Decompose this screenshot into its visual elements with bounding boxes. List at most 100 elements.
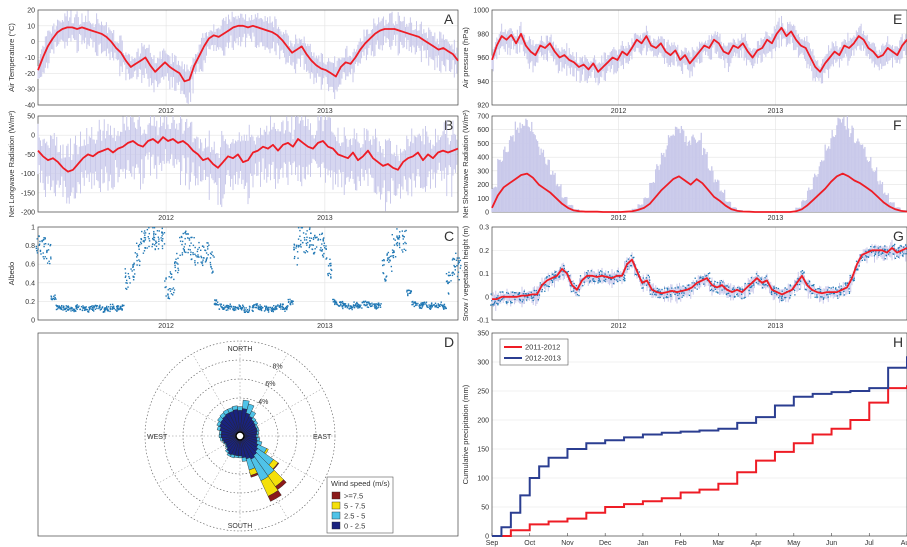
- scatter-point: [179, 240, 182, 242]
- scatter-point: [328, 272, 330, 275]
- scatter-point: [38, 243, 41, 245]
- scatter-point: [338, 305, 340, 307]
- scatter-point: [70, 308, 72, 310]
- rose-wedge: [237, 406, 243, 411]
- scatter-point: [255, 303, 257, 305]
- scatter-point: [229, 303, 231, 305]
- scatter-point: [264, 305, 266, 307]
- scatter-point: [619, 279, 621, 282]
- scatter-point: [68, 308, 70, 310]
- scatter-point: [835, 287, 837, 289]
- scatter-point: [321, 250, 323, 252]
- scatter-point: [682, 285, 684, 287]
- scatter-point: [132, 266, 134, 268]
- scatter-point: [554, 274, 557, 276]
- scatter-point: [291, 301, 293, 303]
- scatter-point: [441, 305, 444, 308]
- scatter-point: [207, 248, 209, 250]
- scatter-point: [186, 237, 189, 239]
- scatter-point: [104, 309, 107, 311]
- scatter-point: [905, 253, 907, 255]
- scatter-point: [526, 293, 528, 295]
- scatter-point: [200, 255, 202, 258]
- scatter-point: [751, 285, 753, 287]
- scatter-point: [290, 301, 292, 303]
- scatter-point: [354, 304, 357, 307]
- rose-wedge: [231, 405, 238, 411]
- scatter-point: [377, 306, 380, 308]
- scatter-point: [705, 275, 707, 277]
- scatter-point: [312, 238, 315, 241]
- scatter-point: [167, 293, 169, 295]
- scatter-point: [430, 306, 432, 308]
- scatter-point: [67, 305, 69, 307]
- scatter-point: [388, 256, 390, 259]
- scatter-point: [566, 271, 568, 273]
- x-tick-label: Jul: [865, 540, 874, 547]
- scatter-point: [899, 252, 901, 254]
- scatter-point: [171, 288, 173, 291]
- scatter-point: [506, 292, 508, 294]
- scatter-point: [670, 295, 672, 297]
- scatter-point: [881, 252, 884, 254]
- scatter-point: [387, 258, 389, 260]
- scatter-point: [456, 275, 459, 278]
- scatter-point: [551, 281, 554, 284]
- scatter-point: [767, 285, 769, 287]
- scatter-point: [208, 244, 210, 246]
- scatter-point: [752, 282, 754, 284]
- scatter-point: [865, 256, 868, 258]
- scatter-point: [678, 292, 681, 295]
- scatter-point: [420, 307, 423, 310]
- scatter-point: [167, 294, 169, 296]
- scatter-point: [174, 264, 176, 267]
- scatter-point: [853, 279, 856, 281]
- scatter-point: [175, 258, 177, 260]
- scatter-point: [265, 308, 267, 310]
- scatter-point: [398, 238, 400, 240]
- scatter-point: [353, 301, 355, 303]
- scatter-point: [670, 293, 672, 296]
- scatter-point: [760, 278, 762, 281]
- scatter-point: [390, 265, 393, 268]
- scatter-point: [586, 271, 588, 274]
- scatter-point: [450, 280, 452, 282]
- scatter-point: [351, 308, 353, 311]
- scatter-point: [755, 273, 758, 275]
- scatter-point: [225, 309, 228, 311]
- scatter-point: [845, 284, 847, 286]
- scatter-point: [320, 247, 322, 249]
- scatter-point: [94, 308, 97, 310]
- scatter-point: [666, 287, 668, 289]
- scatter-point: [176, 262, 178, 264]
- scatter-point: [502, 291, 504, 293]
- scatter-point: [580, 279, 582, 281]
- scatter-point: [44, 238, 46, 240]
- y-tick-label: 200: [477, 182, 489, 189]
- scatter-point: [62, 309, 64, 311]
- scatter-point: [352, 305, 355, 307]
- scatter-point: [429, 308, 432, 310]
- scatter-point: [811, 292, 813, 295]
- scatter-point: [234, 309, 237, 311]
- scatter-point: [353, 306, 356, 309]
- scatter-point: [567, 270, 570, 273]
- y-axis-label: Snow / vegetation height (m): [461, 225, 470, 321]
- scatter-point: [215, 300, 217, 302]
- scatter-point: [299, 243, 302, 246]
- scatter-point: [356, 306, 358, 308]
- scatter-point: [828, 287, 830, 289]
- scatter-point: [79, 308, 81, 311]
- scatter-point: [747, 282, 749, 285]
- scatter-point: [775, 287, 778, 289]
- scatter-point: [599, 270, 602, 272]
- y-tick-label: 250: [477, 389, 489, 396]
- scatter-point: [562, 270, 564, 273]
- scatter-point: [151, 243, 154, 245]
- scatter-point: [321, 232, 324, 234]
- scatter-point: [258, 307, 260, 309]
- scatter-point: [660, 293, 662, 296]
- scatter-point: [781, 290, 783, 292]
- scatter-point: [694, 277, 696, 279]
